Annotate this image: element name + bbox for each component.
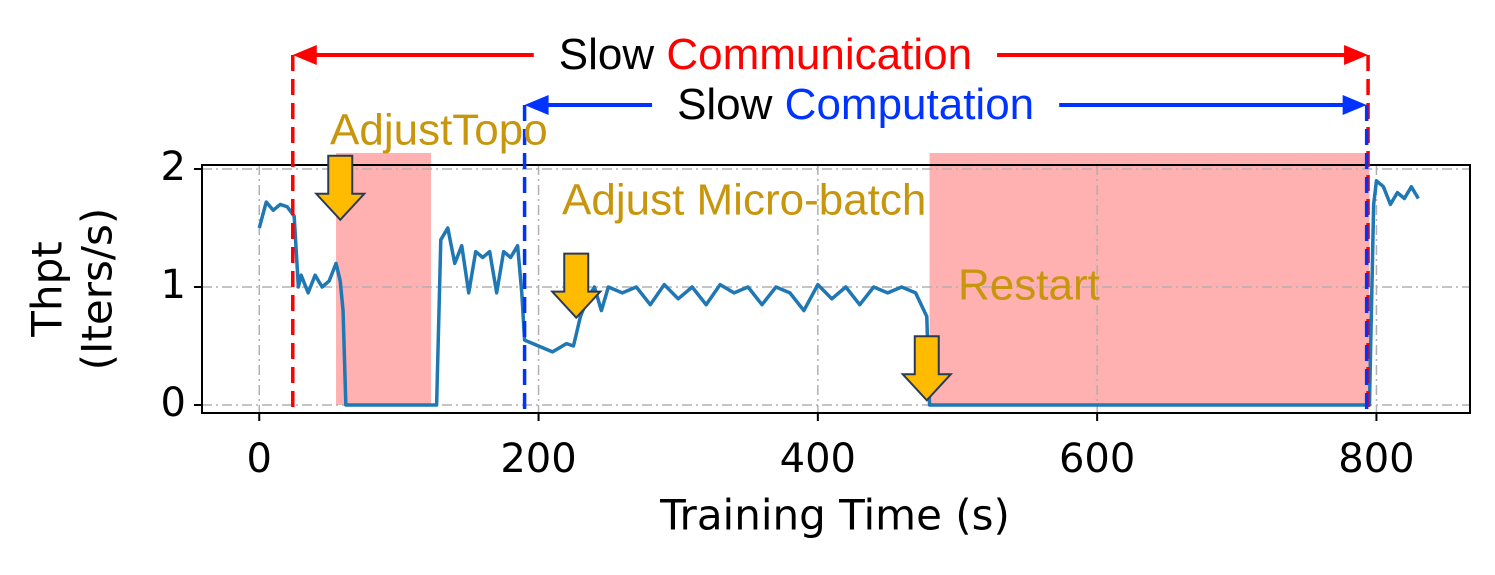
y-axis-label: (Iters/s) (73, 208, 122, 371)
arrow-head (292, 45, 317, 65)
event-label: AdjustTopo (330, 106, 548, 155)
period-highlight: Communication (666, 30, 972, 79)
y-axis-label: Thpt (23, 241, 72, 337)
label-bg (533, 29, 998, 79)
plot-frame (201, 164, 1471, 414)
x-tick-label: 600 (1059, 436, 1135, 482)
x-tick-label: 800 (1338, 436, 1414, 482)
x-tick-label: 0 (247, 436, 272, 482)
x-tick-label: 400 (780, 436, 856, 482)
event-marker (900, 335, 954, 402)
event-marker (313, 154, 367, 222)
period-word: Slow (677, 80, 773, 129)
y-tick-label: 0 (161, 380, 186, 426)
period-label-text: Slow Computation (677, 80, 1034, 129)
x-tick-label: 200 (500, 436, 576, 482)
arrow-head (1344, 45, 1369, 65)
arrow-head (524, 95, 549, 115)
y-tick-label: 2 (161, 144, 186, 190)
period-label: Slow Computation (652, 79, 1060, 129)
label-bg (652, 79, 1060, 129)
period-label: Slow Communication (533, 29, 998, 79)
event-label: Adjust Micro-batch (562, 176, 926, 225)
event-marker (549, 252, 603, 320)
period-highlight: Computation (785, 80, 1034, 129)
arrow-head (1342, 95, 1367, 115)
period-label-text: Slow Communication (559, 30, 972, 79)
x-axis-label: Training Time (s) (659, 491, 1010, 540)
event-label: Restart (958, 261, 1100, 310)
shaded-span (929, 153, 1370, 405)
y-tick-label: 1 (161, 262, 186, 308)
period-word: Slow (559, 30, 655, 79)
